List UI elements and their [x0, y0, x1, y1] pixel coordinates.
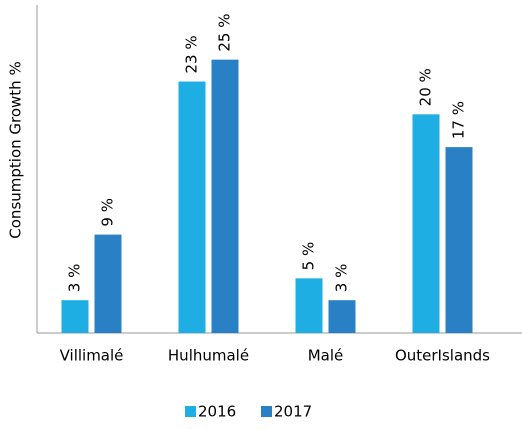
x-tick-label: Villimalé: [60, 347, 124, 365]
x-tick-label: OuterIslands: [395, 347, 490, 365]
bar: [178, 81, 206, 334]
legend-label: 2016: [198, 403, 236, 421]
data-label: 9 %: [99, 198, 117, 227]
legend-swatch: [185, 406, 196, 417]
bar: [412, 114, 440, 333]
legend-label: 2017: [274, 403, 312, 421]
data-label: 3 %: [333, 264, 351, 293]
x-tick-label: Hulhumalé: [168, 347, 249, 365]
data-label: 25 %: [216, 14, 234, 52]
bar: [211, 59, 239, 334]
bar: [445, 147, 473, 333]
data-label: 23 %: [183, 35, 201, 73]
legend-swatch: [261, 406, 272, 417]
x-tick-label: Malé: [308, 347, 344, 365]
data-label: 3 %: [66, 264, 84, 293]
data-label: 17 %: [450, 101, 468, 139]
bar: [94, 234, 122, 333]
bar: [328, 300, 356, 333]
data-label: 5 %: [300, 242, 318, 271]
y-axis-label: Consumption Growth %: [7, 61, 25, 238]
bar: [61, 300, 89, 333]
bar: [295, 278, 323, 333]
data-label: 20 %: [417, 68, 435, 106]
